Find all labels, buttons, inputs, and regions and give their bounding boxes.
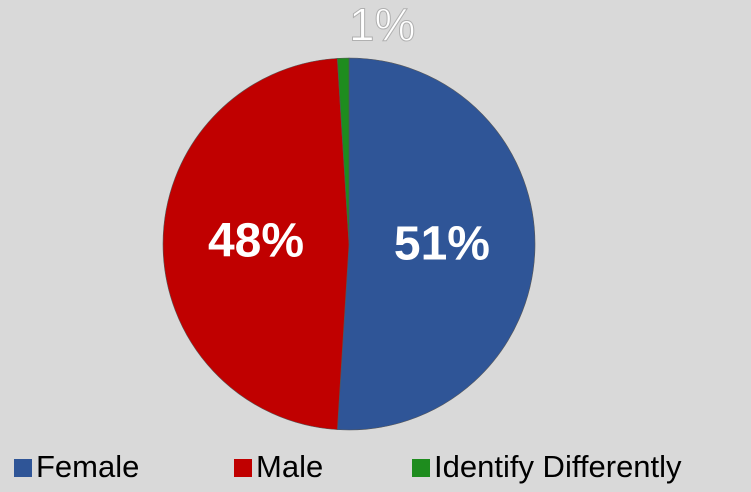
pie-slice bbox=[162, 58, 350, 430]
legend-label: Male bbox=[256, 449, 323, 484]
pie-slice bbox=[337, 57, 350, 245]
legend-label: Female bbox=[36, 449, 139, 484]
data-label: 48% bbox=[208, 215, 304, 268]
legend-swatch bbox=[14, 459, 32, 477]
pie-slice bbox=[337, 57, 536, 431]
legend-swatch bbox=[412, 459, 430, 477]
legend-label: Identify Differently bbox=[434, 449, 682, 484]
data-label: 51% bbox=[394, 218, 490, 271]
legend-swatch bbox=[234, 459, 252, 477]
data-label: 1% bbox=[349, 0, 415, 50]
